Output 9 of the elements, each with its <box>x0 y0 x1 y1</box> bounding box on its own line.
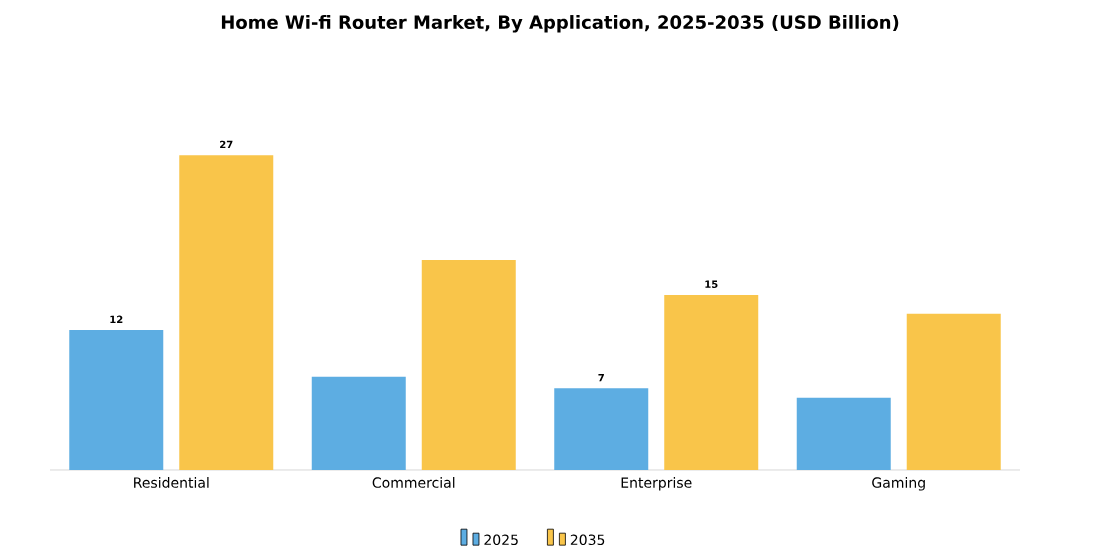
bar <box>796 397 891 470</box>
bar <box>906 313 1001 470</box>
bar <box>311 376 406 470</box>
bar <box>421 260 516 470</box>
bar <box>69 330 164 470</box>
bar <box>664 295 759 470</box>
bar <box>179 155 274 470</box>
chart-title: Home Wi-fi Router Market, By Application, 2025-2035 (USD Billion) <box>221 15 899 33</box>
bar <box>554 388 649 470</box>
